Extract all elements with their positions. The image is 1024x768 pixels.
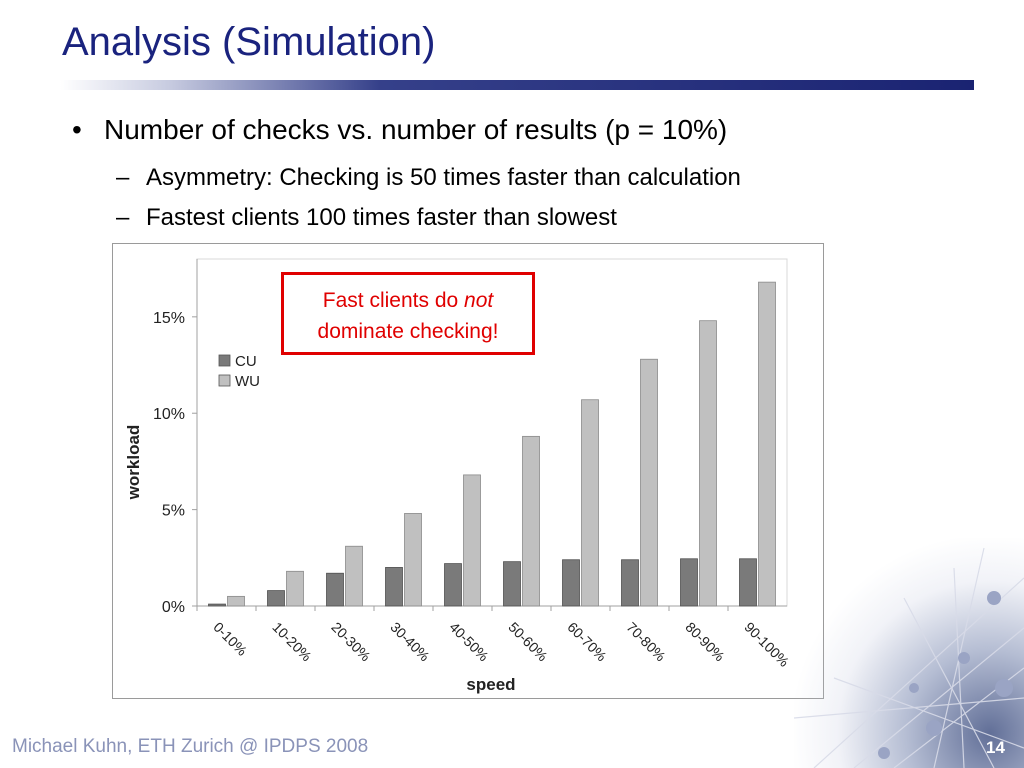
bar-cu [680, 558, 698, 607]
bar-cu [739, 558, 757, 607]
bar-cu [562, 559, 580, 607]
legend-label: CU [235, 353, 257, 370]
decorative-corner-image [794, 538, 1024, 768]
legend-label: WU [235, 373, 260, 390]
network-graphic-icon [794, 547, 1024, 768]
bar-wu [522, 435, 540, 607]
slide-title: Analysis (Simulation) [62, 20, 436, 64]
sub-bullet-marker: – [116, 164, 130, 191]
bar-wu [227, 595, 245, 607]
bar-cu [503, 561, 521, 607]
bar-wu [463, 474, 481, 607]
bar-wu [699, 320, 717, 607]
y-tick-label: 10% [153, 406, 185, 423]
x-axis-label: speed [466, 675, 515, 694]
sub-bullet-text: Asymmetry: Checking is 50 times faster t… [146, 164, 741, 191]
bar-cu [444, 563, 462, 607]
x-tick-label: 60-70% [564, 619, 609, 664]
x-tick-label: 90-100% [741, 619, 792, 670]
bar-wu [640, 358, 658, 607]
x-tick-label: 10-20% [269, 619, 314, 664]
callout-text-before: Fast clients do [322, 289, 465, 312]
x-tick-label: 20-30% [328, 619, 373, 664]
bar-wu [581, 399, 599, 607]
bar-cu [326, 572, 344, 607]
callout-text-after: dominate checking! [317, 320, 499, 343]
y-tick-label: 5% [162, 503, 185, 520]
page-number: 14 [986, 738, 1005, 757]
bar-wu [404, 513, 422, 607]
x-tick-label: 70-80% [623, 619, 668, 664]
bullet-text: Number of checks vs. number of results (… [104, 114, 728, 145]
bar-wu [345, 545, 363, 607]
callout-box: Fast clients do not dominate checking! [281, 272, 535, 355]
y-axis-label: workload [124, 425, 143, 501]
y-tick-label: 15% [153, 310, 185, 327]
sub-bullet-marker: – [116, 204, 130, 231]
bar-cu [621, 559, 639, 607]
legend-swatch-wu [218, 374, 231, 387]
bar-wu [286, 570, 304, 607]
sub-bullet-text: Fastest clients 100 times faster than sl… [146, 204, 617, 231]
bullet-marker: • [72, 114, 82, 145]
x-tick-label: 30-40% [387, 619, 432, 664]
bar-cu [208, 603, 226, 607]
legend-swatch-cu [218, 354, 231, 367]
y-tick-label: 0% [162, 599, 185, 616]
x-tick-label: 0-10% [210, 619, 250, 659]
bar-cu [267, 590, 285, 607]
callout-text-italic: not [464, 289, 494, 312]
x-tick-label: 80-90% [682, 619, 727, 664]
title-rule [60, 80, 974, 90]
footer-text: Michael Kuhn, ETH Zurich @ IPDPS 2008 [12, 736, 369, 757]
x-tick-label: 40-50% [446, 619, 491, 664]
bar-cu [385, 567, 403, 607]
x-tick-label: 50-60% [505, 619, 550, 664]
bar-wu [758, 281, 776, 607]
